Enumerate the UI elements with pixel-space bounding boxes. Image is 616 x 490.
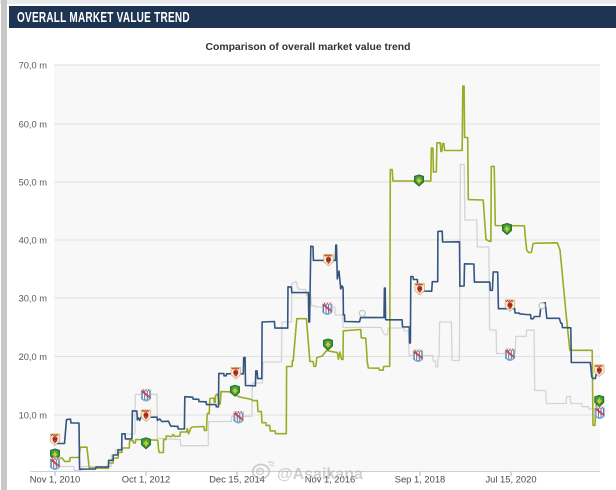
svg-text:20,0 m: 20,0 m — [19, 352, 48, 362]
svg-text:70,0 m: 70,0 m — [19, 61, 48, 71]
svg-text:Sep 1, 2018: Sep 1, 2018 — [395, 474, 446, 485]
svg-text:50,0 m: 50,0 m — [19, 178, 48, 188]
svg-text:Dec 15, 2014: Dec 15, 2014 — [209, 474, 265, 485]
svg-text:10,0 m: 10,0 m — [19, 411, 48, 421]
svg-text:30,0 m: 30,0 m — [19, 294, 48, 304]
svg-text:@Asaikana: @Asaikana — [277, 466, 363, 483]
svg-text:40,0 m: 40,0 m — [19, 236, 48, 246]
svg-text:Jul 15, 2020: Jul 15, 2020 — [485, 474, 536, 485]
svg-text:60,0 m: 60,0 m — [19, 120, 48, 130]
svg-text:Nov 1, 2016: Nov 1, 2016 — [305, 474, 356, 485]
svg-text:Nov 1, 2010: Nov 1, 2010 — [30, 474, 81, 485]
svg-text:Oct 1, 2012: Oct 1, 2012 — [122, 474, 170, 485]
